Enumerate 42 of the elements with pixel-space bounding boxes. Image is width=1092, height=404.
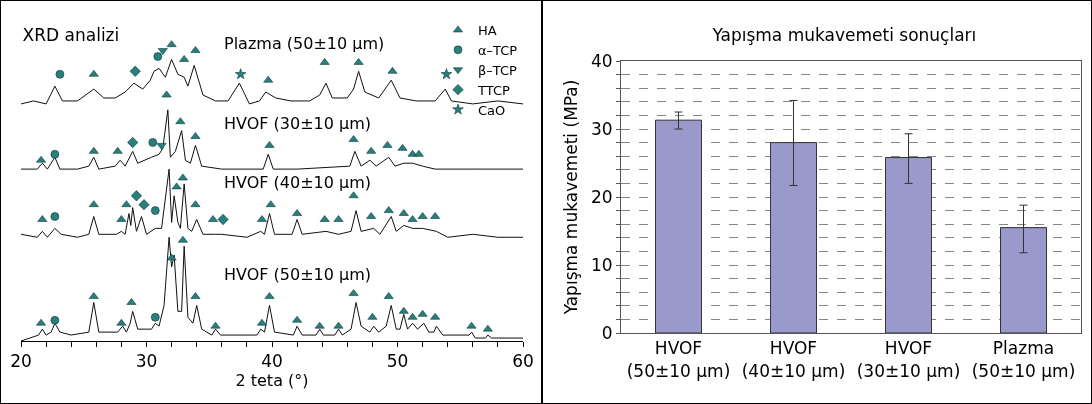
- point: [50, 212, 60, 221]
- point: [217, 213, 229, 225]
- x-axis-title: 2 teta (°): [235, 371, 309, 391]
- point: [127, 136, 139, 148]
- point: [50, 315, 60, 325]
- x-tick-label: HVOF (50±10 µm): [626, 338, 731, 381]
- x-tick-label: 30: [135, 351, 158, 372]
- annotation: HVOF (50±10 µm): [224, 265, 372, 284]
- y-tick-label: 30: [590, 118, 613, 139]
- point: [150, 312, 160, 322]
- y-tick-label: 0: [601, 322, 613, 343]
- point: [150, 206, 160, 215]
- y-tick-label: 40: [590, 50, 613, 71]
- legend-label: HA: [478, 23, 497, 39]
- x-tick-label: 20: [10, 351, 32, 372]
- point: [235, 68, 247, 80]
- x-tick-label: HVOF (30±10 µm): [856, 338, 961, 381]
- annotation: HVOF (30±10 µm): [224, 114, 372, 133]
- point: [153, 52, 163, 61]
- x-tick-label: HVOF (40±10 µm): [741, 338, 846, 381]
- chart-title: Yapışma mukavemeti sonuçları: [711, 25, 977, 46]
- legend-label: β–TCP: [478, 62, 518, 78]
- legend-label: α–TCP: [478, 42, 518, 58]
- legend-label: TTCP: [477, 82, 510, 98]
- chart-title: XRD analizi: [22, 25, 120, 46]
- y-tick-label: 20: [590, 186, 613, 207]
- point: [138, 199, 150, 211]
- legend-label: CaO: [478, 102, 506, 118]
- point: [129, 65, 141, 77]
- point: [148, 138, 158, 147]
- point: [50, 149, 60, 159]
- point: [440, 68, 453, 80]
- x-tick-label: 60: [512, 351, 534, 372]
- x-tick-label: 40: [261, 351, 283, 372]
- annotation: Plazma (50±10 µm): [224, 34, 385, 53]
- y-tick-label: 10: [590, 254, 613, 275]
- x-tick-label: Plazma (50±10 µm): [971, 338, 1076, 381]
- point: [55, 69, 65, 79]
- point: [130, 190, 142, 202]
- x-tick-label: 50: [386, 351, 409, 372]
- annotation: HVOF (40±10 µm): [224, 173, 372, 192]
- y-axis-title: Yapışma mukavemeti (MPa): [561, 79, 581, 316]
